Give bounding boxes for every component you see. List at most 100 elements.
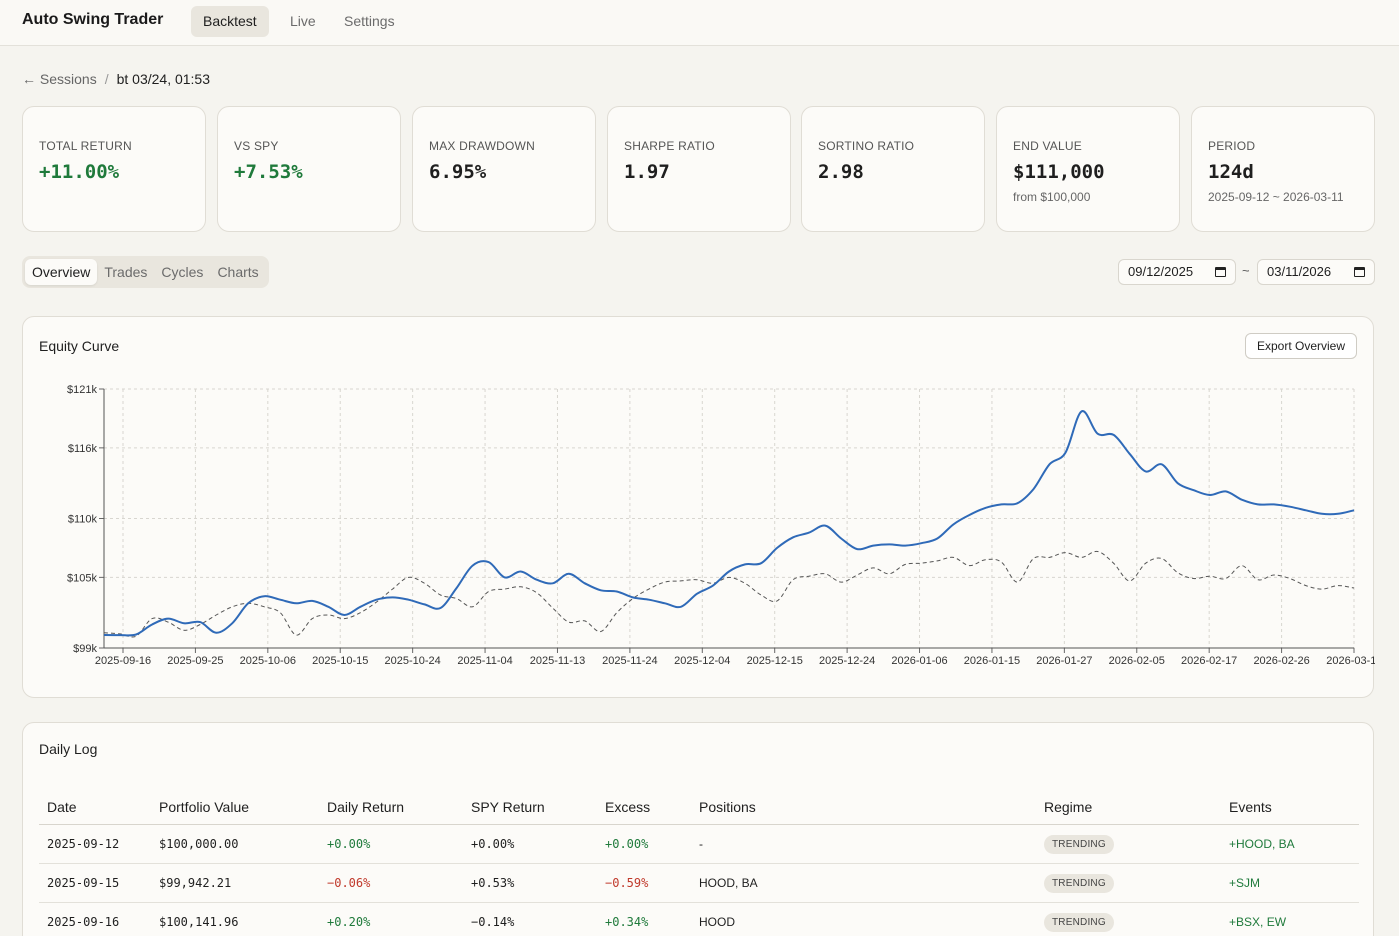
y-tick-label: $99k <box>73 643 97 655</box>
table-row[interactable]: 2025-09-12 $100,000.00 +0.00% +0.00% +0.… <box>39 825 1359 864</box>
equity-curve-panel: Equity Curve Export Overview $99k $105k $1… <box>22 316 1375 698</box>
calendar-icon[interactable] <box>1354 267 1365 277</box>
tab-cycles[interactable]: Cycles <box>161 264 204 280</box>
metric-card-period: PERIOD 124d 2025-09-12 ~ 2026-03-11 <box>1191 106 1375 232</box>
x-tick-label: 2025-12-04 <box>674 655 730 667</box>
col-positions: Positions <box>699 798 756 815</box>
col-daily-return: Daily Return <box>327 798 405 815</box>
metric-label: TOTAL RETURN <box>39 139 132 153</box>
metric-card-end-value: END VALUE $111,000 from $100,000 <box>996 106 1180 232</box>
regime-badge: TRENDING <box>1044 912 1114 932</box>
cell-events: +BSX, EW <box>1229 915 1287 929</box>
app-title: Auto Swing Trader <box>22 11 164 28</box>
regime-badge: TRENDING <box>1044 873 1114 893</box>
metric-sub: 2025-09-12 ~ 2026-03-11 <box>1208 190 1344 204</box>
date-range-separator: ~ <box>1242 263 1250 278</box>
x-tick-label: 2026-01-06 <box>891 655 947 667</box>
equity-series-line <box>103 410 1355 637</box>
cell-portfolio-value: $99,942.21 <box>159 876 232 890</box>
top-nav: Auto Swing Trader Backtest Live Settings <box>0 0 1399 46</box>
breadcrumb: ← Sessions / bt 03/24, 01:53 <box>22 71 210 87</box>
metric-value: +11.00% <box>39 161 120 183</box>
cell-spy-return: +0.53% <box>471 876 515 890</box>
metric-label: SHARPE RATIO <box>624 139 715 153</box>
col-events: Events <box>1229 798 1272 815</box>
x-tick-label: 2026-01-15 <box>964 655 1020 667</box>
tab-charts[interactable]: Charts <box>217 264 259 280</box>
metric-value: 1.97 <box>624 161 670 183</box>
metric-value: 6.95% <box>429 161 487 183</box>
end-date-input[interactable]: 03/11/2026 <box>1257 259 1375 285</box>
cell-positions: HOOD <box>699 915 735 929</box>
equity-curve-title: Equity Curve <box>39 338 120 354</box>
x-tick-label: 2025-11-04 <box>457 655 512 667</box>
cell-spy-return: −0.14% <box>471 915 515 929</box>
metric-value: 124d <box>1208 161 1254 183</box>
metric-label: VS SPY <box>234 139 279 153</box>
x-tick-label: 2026-03-11 <box>1326 655 1375 667</box>
daily-log-title: Daily Log <box>39 741 98 757</box>
section-tabs: Overview Trades Cycles Charts <box>22 256 269 288</box>
metric-sub: from $100,000 <box>1013 190 1091 204</box>
cell-daily-return: −0.06% <box>327 876 371 890</box>
col-spy-return: SPY Return <box>471 798 545 815</box>
y-tick-label: $121k <box>67 384 97 396</box>
daily-log-panel: Daily Log Date Portfolio Value Daily Ret… <box>22 722 1374 936</box>
cell-daily-return: +0.20% <box>327 915 371 929</box>
metric-card-vs-spy: VS SPY +7.53% <box>217 106 401 232</box>
x-tick-label: 2025-10-06 <box>240 655 296 667</box>
start-date-value: 09/12/2025 <box>1128 264 1194 279</box>
col-portfolio-value: Portfolio Value <box>159 798 250 815</box>
tab-backtest[interactable]: Backtest <box>191 6 269 37</box>
cell-events: +SJM <box>1229 876 1261 890</box>
calendar-icon[interactable] <box>1215 267 1226 277</box>
metric-value: $111,000 <box>1013 161 1105 183</box>
start-date-input[interactable]: 09/12/2025 <box>1118 259 1236 285</box>
col-excess: Excess <box>605 798 651 815</box>
x-tick-label: 2026-01-27 <box>1036 655 1092 667</box>
cell-portfolio-value: $100,141.96 <box>159 915 239 929</box>
tab-overview[interactable]: Overview <box>25 259 98 285</box>
y-tick-label: $110k <box>68 514 98 526</box>
cell-date: 2025-09-12 <box>47 837 120 851</box>
x-tick-label: 2025-10-24 <box>385 655 441 667</box>
x-tick-label: 2025-09-25 <box>167 655 223 667</box>
table-row[interactable]: 2025-09-16 $100,141.96 +0.20% −0.14% +0.… <box>39 903 1359 936</box>
cell-date: 2025-09-15 <box>47 876 120 890</box>
cell-excess: −0.59% <box>605 876 649 890</box>
metric-label: PERIOD <box>1208 139 1256 153</box>
cell-portfolio-value: $100,000.00 <box>159 837 239 851</box>
cell-date: 2025-09-16 <box>47 915 120 929</box>
tab-trades[interactable]: Trades <box>104 264 148 280</box>
table-header: Date Portfolio Value Daily Return SPY Re… <box>39 789 1359 825</box>
x-tick-label: 2025-11-13 <box>530 655 585 667</box>
y-tick-label: $116k <box>68 443 98 455</box>
table-row[interactable]: 2025-09-15 $99,942.21 −0.06% +0.53% −0.5… <box>39 864 1359 903</box>
x-tick-label: 2025-12-24 <box>819 655 875 667</box>
metric-label: END VALUE <box>1013 139 1082 153</box>
metric-card-sortino-ratio: SORTINO RATIO 2.98 <box>801 106 985 232</box>
export-overview-button[interactable]: Export Overview <box>1244 333 1357 359</box>
metric-label: SORTINO RATIO <box>818 139 915 153</box>
x-tick-label: 2025-09-16 <box>95 655 151 667</box>
tab-live[interactable]: Live <box>290 13 316 29</box>
end-date-value: 03/11/2026 <box>1267 264 1332 279</box>
metric-card-max-drawdown: MAX DRAWDOWN 6.95% <box>412 106 596 232</box>
benchmark-series-line <box>103 550 1355 638</box>
metric-value: 2.98 <box>818 161 864 183</box>
col-date: Date <box>47 798 77 815</box>
equity-chart: $99k $105k $110k $116k $121k 2025-09-16 2025-0… <box>67 384 1375 667</box>
tab-settings[interactable]: Settings <box>344 13 395 29</box>
cell-spy-return: +0.00% <box>471 837 515 851</box>
metric-value: +7.53% <box>234 161 303 183</box>
metric-card-sharpe-ratio: SHARPE RATIO 1.97 <box>607 106 791 232</box>
back-to-sessions-link[interactable]: ← Sessions <box>22 71 97 87</box>
breadcrumb-separator: / <box>104 71 109 87</box>
daily-log-table: Date Portfolio Value Daily Return SPY Re… <box>39 789 1359 936</box>
col-regime: Regime <box>1044 798 1093 815</box>
x-tick-label: 2026-02-26 <box>1253 655 1309 667</box>
x-tick-label: 2026-02-05 <box>1109 655 1165 667</box>
metric-label: MAX DRAWDOWN <box>429 139 535 153</box>
x-tick-label: 2026-02-17 <box>1181 655 1237 667</box>
breadcrumb-current: bt 03/24, 01:53 <box>116 71 211 87</box>
